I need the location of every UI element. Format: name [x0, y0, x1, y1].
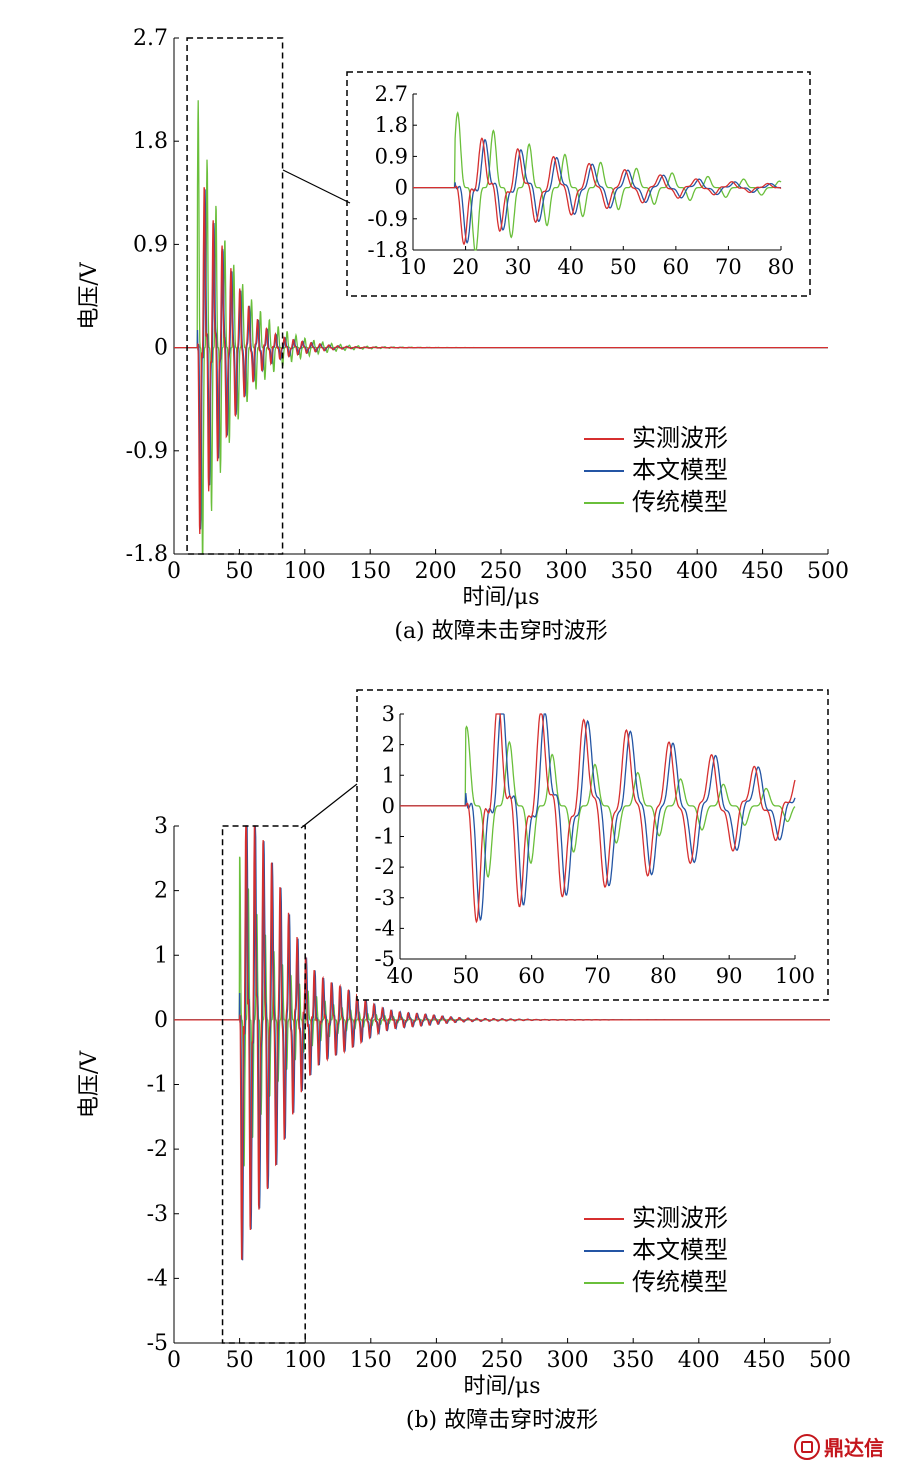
inset-x-tick-label: 100 — [775, 964, 815, 988]
inset-y-tick-label: 2.7 — [375, 82, 408, 106]
inset-x-tick-label: 50 — [452, 964, 479, 988]
x-axis-label: 时间/μs — [463, 1374, 540, 1399]
x-tick-label: 350 — [611, 559, 653, 584]
x-tick-label: 300 — [547, 1348, 589, 1373]
inset-x-tick-label: 60 — [518, 964, 545, 988]
x-tick-label: 50 — [226, 1348, 254, 1373]
inset-x-tick-label: 60 — [662, 255, 689, 279]
x-tick-label: 100 — [284, 1348, 326, 1373]
x-tick-label: 100 — [284, 559, 326, 584]
legend-label-measured: 实测波形 — [632, 1204, 728, 1232]
inset: 10 20 30 40 50 60 70 80 -1.8 -0.9 0 0.9 1.8 2.7 — [282, 71, 811, 297]
x-tick-label: 0 — [167, 1348, 181, 1373]
inset-y-tick-label: -2 — [375, 855, 395, 879]
y-tick-label: -1 — [147, 1073, 168, 1098]
zoom-box — [221, 825, 306, 1344]
watermark-logo-icon — [794, 1433, 820, 1460]
inset-series-proposed — [413, 138, 782, 244]
zoom-box — [186, 37, 284, 555]
x-tick-label: 250 — [480, 559, 522, 584]
inset-y-tick-label: 2 — [382, 733, 395, 757]
y-tick-label: 2 — [154, 879, 168, 904]
y-tick-label: 1 — [154, 943, 168, 968]
x-tick-label: 450 — [742, 559, 784, 584]
y-tick-label: -2 — [147, 1137, 168, 1162]
inset-series-measured — [413, 137, 782, 246]
inset-y-tick-label: -3 — [375, 886, 395, 910]
inset-frame — [346, 71, 811, 297]
inset-x-tick-label: 80 — [650, 964, 677, 988]
x-tick-label: 0 — [167, 559, 181, 584]
inset-x-tick-label: 80 — [768, 255, 795, 279]
inset-y-tick-label: 3 — [382, 702, 395, 726]
inset-y-tick-label: -1 — [375, 825, 395, 849]
x-tick-label: 200 — [415, 1348, 457, 1373]
inset-x-tick-label: 30 — [505, 255, 532, 279]
x-tick-label: 50 — [225, 559, 253, 584]
x-tick-label: 350 — [612, 1348, 654, 1373]
series-measured — [174, 825, 830, 1260]
y-tick-label: 2.7 — [133, 26, 168, 51]
inset-series-traditional — [400, 725, 796, 878]
inset-x-tick-label: 40 — [557, 255, 584, 279]
inset-y-tick-label: -5 — [375, 947, 395, 971]
x-axis-label: 时间/μs — [462, 585, 539, 610]
legend-label-measured: 实测波形 — [632, 424, 728, 452]
inset-frame — [356, 689, 829, 1001]
y-tick-label: 1.8 — [133, 129, 168, 154]
x-tick-label: 500 — [809, 1348, 851, 1373]
inset-y-tick-label: 1 — [382, 763, 395, 787]
inset-x-tick-label: 70 — [715, 255, 742, 279]
inset-y-tick-label: -4 — [375, 916, 395, 940]
inset-series-proposed — [400, 713, 796, 922]
y-tick-label: -0.9 — [126, 439, 168, 464]
inset-x-tick-label: 10 — [400, 255, 427, 279]
x-tick-label: 250 — [481, 1348, 523, 1373]
y-tick-label: -3 — [147, 1202, 168, 1227]
x-tick-label: 150 — [350, 1348, 392, 1373]
watermark-text: 鼎达信 — [824, 1436, 884, 1460]
inset-y-tick-label: -0.9 — [368, 207, 409, 231]
chart-panel-a: 0 50 100 150 200 250 300 350 400 450 500-1.8-0.900… — [77, 26, 849, 644]
x-tick-label: 500 — [807, 559, 849, 584]
x-tick-label: 400 — [676, 559, 718, 584]
inset-x-tick-label: 20 — [452, 255, 479, 279]
inset-x-tick-label: 40 — [387, 964, 414, 988]
inset: 40 50 60 70 80 90 100 -5 -4 -3 -2 -1 0 1 2 3 — [300, 689, 829, 1001]
inset-y-tick-label: 0.9 — [375, 144, 408, 168]
y-tick-label: 0 — [154, 336, 168, 361]
x-tick-label: 300 — [545, 559, 587, 584]
y-tick-label: -5 — [147, 1331, 168, 1356]
y-tick-label: -1.8 — [126, 542, 168, 567]
inset-series-measured — [400, 713, 796, 924]
inset-x-tick-label: 70 — [584, 964, 611, 988]
x-tick-label: 450 — [743, 1348, 785, 1373]
figure-caption: (b) 故障击穿时波形 — [406, 1408, 598, 1433]
inset-y-tick-label: -1.8 — [368, 238, 409, 262]
connector-line — [282, 169, 351, 204]
chart-panel-b: 0 50 100 150 200 250 300 350 400 450 500-5-4-3-2-1… — [77, 689, 851, 1433]
legend-label-proposed: 本文模型 — [632, 456, 728, 484]
legend-label-proposed: 本文模型 — [632, 1236, 728, 1264]
y-tick-label: 0 — [154, 1008, 168, 1033]
inset-y-tick-label: 0 — [395, 176, 408, 200]
x-tick-label: 400 — [678, 1348, 720, 1373]
y-tick-label: -4 — [147, 1266, 168, 1291]
figure-caption: (a) 故障未击穿时波形 — [394, 619, 607, 644]
inset-y-tick-label: 0 — [382, 794, 395, 818]
legend-label-traditional: 传统模型 — [632, 1268, 728, 1296]
y-tick-label: 3 — [154, 814, 168, 839]
y-axis-label: 电压/V — [77, 261, 102, 329]
y-axis-label: 电压/V — [77, 1050, 102, 1118]
x-tick-label: 200 — [415, 559, 457, 584]
connector-line — [300, 783, 358, 829]
inset-x-tick-label: 90 — [716, 964, 743, 988]
inset-x-tick-label: 50 — [610, 255, 637, 279]
inset-y-tick-label: 1.8 — [375, 113, 408, 137]
watermark: 鼎达信 — [794, 1432, 884, 1461]
legend-label-traditional: 传统模型 — [632, 488, 728, 516]
x-tick-label: 150 — [349, 559, 391, 584]
y-tick-label: 0.9 — [133, 232, 168, 257]
